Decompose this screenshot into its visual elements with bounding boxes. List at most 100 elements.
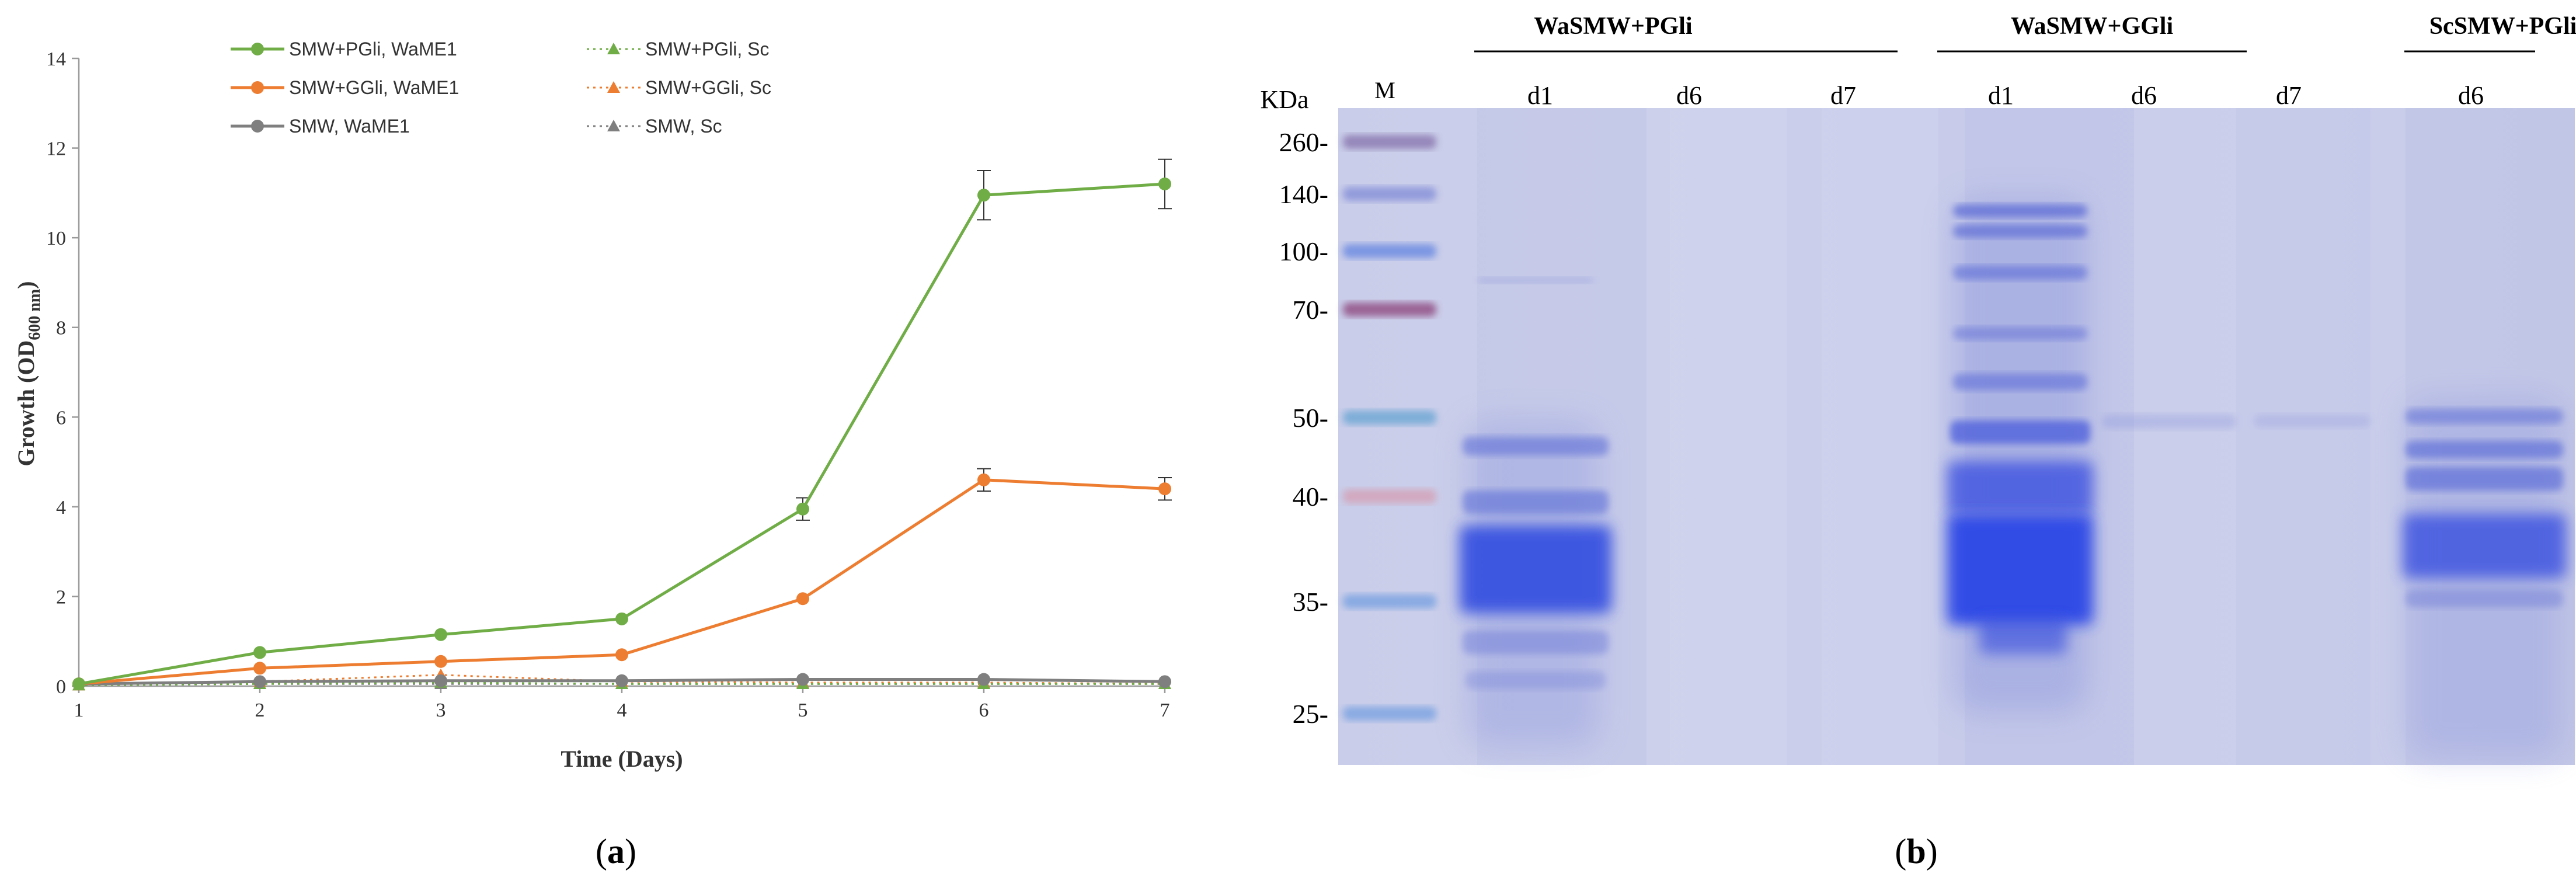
legend-label: SMW+PGli, Sc: [645, 39, 769, 60]
legend-label: SMW+GGli, Sc: [645, 77, 771, 98]
protein-band: [1953, 327, 2087, 340]
protein-band: [2254, 415, 2370, 427]
y-axis-label-close: ): [13, 281, 39, 288]
x-axis-label: Time (Days): [561, 746, 683, 772]
data-point: [253, 675, 266, 688]
legend: SMW+PGli, WaME1 SMW+GGli, WaME1 SMW, WaME1…: [231, 39, 771, 137]
data-point: [615, 648, 628, 662]
y-tick-label: 0: [56, 676, 66, 698]
y-axis-label-sub: 600 nm: [26, 289, 44, 340]
ladder-size-label: 70-: [1293, 295, 1328, 325]
ladder-size-label: 140-: [1279, 179, 1328, 209]
data-point: [615, 612, 628, 625]
ladder-band: [1343, 187, 1436, 201]
data-point: [615, 674, 628, 687]
legend-item: SMW+PGli, WaME1: [231, 39, 457, 60]
protein-band: [1953, 204, 2087, 217]
protein-band: [1465, 672, 1606, 689]
data-point: [434, 655, 447, 668]
protein-band: [1979, 619, 2067, 654]
ladder-band: [1343, 244, 1436, 258]
legend-item: SMW+GGli, WaME1: [231, 77, 459, 98]
x-tick-label: 3: [436, 700, 446, 721]
y-tick-label: 4: [56, 497, 66, 519]
protein-band: [1460, 526, 1611, 613]
caption-b-letter: b: [1906, 832, 1926, 871]
caption-b: (b): [1895, 832, 1937, 871]
ladder-band: [1343, 302, 1436, 316]
lane-label: d6: [1676, 81, 1702, 110]
data-point: [434, 674, 447, 687]
caption-b-close: ): [1926, 832, 1938, 871]
lane-label: d6: [2131, 81, 2157, 110]
marker-lane-label: M: [1374, 77, 1395, 103]
y-tick-label: 8: [56, 318, 66, 339]
ladder-labels: 260- 140- 100- 70- 50- 40- 35- 25-: [1279, 127, 1328, 729]
protein-band: [1463, 631, 1609, 654]
protein-band: [1947, 514, 2093, 625]
legend-marker: [607, 43, 620, 54]
legend-label: SMW, Sc: [645, 116, 722, 137]
legend-item: SMW+GGli, Sc: [587, 77, 771, 98]
legend-marker: [251, 120, 264, 133]
data-point: [434, 628, 447, 641]
lane-group-title: WaSMW+GGli: [2011, 13, 2174, 40]
protein-band: [2406, 441, 2563, 458]
y-axis-label: Growth (OD600 nm): [13, 281, 44, 466]
legend-label: SMW+PGli, WaME1: [289, 39, 457, 60]
legend-label: SMW, WaME1: [289, 116, 410, 137]
data-point: [977, 673, 990, 686]
ladder-size-label: 25-: [1293, 699, 1328, 729]
legend-label: SMW+GGli, WaME1: [289, 77, 459, 98]
protein-band: [1950, 420, 2090, 444]
ladder-band: [1343, 489, 1436, 503]
data-point: [977, 189, 990, 202]
lane-label: d7: [1830, 81, 1856, 110]
lane-group-title: WaSMW+PGli: [1534, 13, 1693, 40]
gel-panel: WaSMW+PGli WaSMW+GGli ScSMW+PGli KDa M d1 d…: [1260, 13, 2576, 871]
lane-group-title: ScSMW+PGli: [2429, 13, 2576, 40]
protein-band: [2102, 415, 2236, 429]
caption-a-letter: a: [607, 832, 625, 871]
x-tick-label: 5: [798, 700, 808, 721]
protein-band: [2406, 590, 2563, 607]
lane-label: d7: [2276, 81, 2302, 110]
data-point: [72, 677, 85, 691]
legend-marker: [607, 81, 620, 93]
unit-label: KDa: [1260, 85, 1308, 114]
lane-label: d6: [2458, 81, 2484, 110]
protein-band: [1477, 277, 1594, 283]
data-point: [977, 473, 990, 486]
caption-b-open: (: [1895, 832, 1906, 871]
lane-label: d1: [1988, 81, 2014, 110]
legend-item: SMW+PGli, Sc: [587, 39, 769, 60]
gel-image: [1338, 108, 2575, 765]
protein-band: [1463, 491, 1609, 514]
ladder-band: [1343, 135, 1436, 149]
caption-a-close: ): [625, 832, 636, 871]
x-tick-label: 6: [979, 700, 989, 721]
data-point: [796, 592, 809, 606]
protein-band: [2403, 514, 2566, 578]
data-point: [796, 502, 809, 516]
x-tick-label: 2: [255, 700, 265, 721]
protein-band: [1953, 266, 2087, 280]
y-tick-label: 6: [56, 407, 66, 429]
ladder-size-label: 35-: [1293, 587, 1328, 617]
legend-marker: [251, 81, 264, 94]
protein-band: [2406, 467, 2563, 491]
legend-marker: [251, 43, 264, 55]
series-line: [78, 182, 1165, 686]
data-point: [253, 646, 266, 659]
protein-band: [1953, 225, 2087, 238]
caption-a: (a): [596, 832, 636, 871]
y-tick-label: 14: [46, 48, 66, 70]
data-point: [1158, 482, 1171, 496]
x-tick-label: 4: [617, 700, 627, 721]
legend-marker: [607, 120, 620, 131]
protein-band: [1463, 437, 1609, 455]
data-point: [1158, 675, 1171, 688]
lane-labels: d1 d6 d7 d1 d6 d7 d6: [1527, 81, 2484, 110]
